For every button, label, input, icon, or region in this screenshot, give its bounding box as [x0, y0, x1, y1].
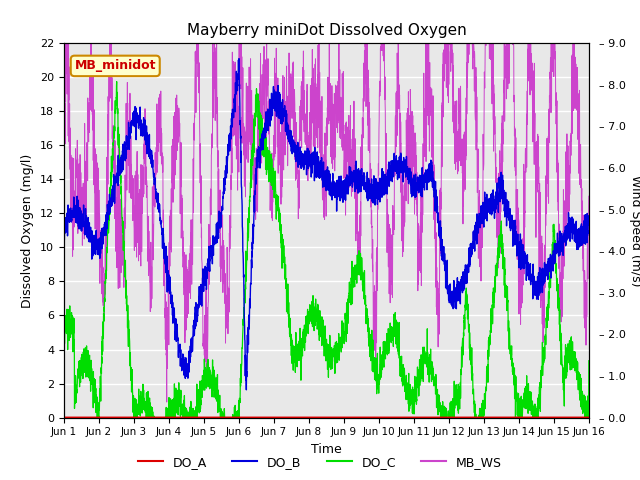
Title: Mayberry miniDot Dissolved Oxygen: Mayberry miniDot Dissolved Oxygen [186, 23, 467, 38]
Y-axis label: Dissolved Oxygen (mg/l): Dissolved Oxygen (mg/l) [22, 153, 35, 308]
X-axis label: Time: Time [311, 443, 342, 456]
Y-axis label: Wind Speed (m/s): Wind Speed (m/s) [629, 175, 640, 286]
Legend: DO_A, DO_B, DO_C, MB_WS: DO_A, DO_B, DO_C, MB_WS [133, 451, 507, 474]
Text: MB_minidot: MB_minidot [74, 60, 156, 72]
